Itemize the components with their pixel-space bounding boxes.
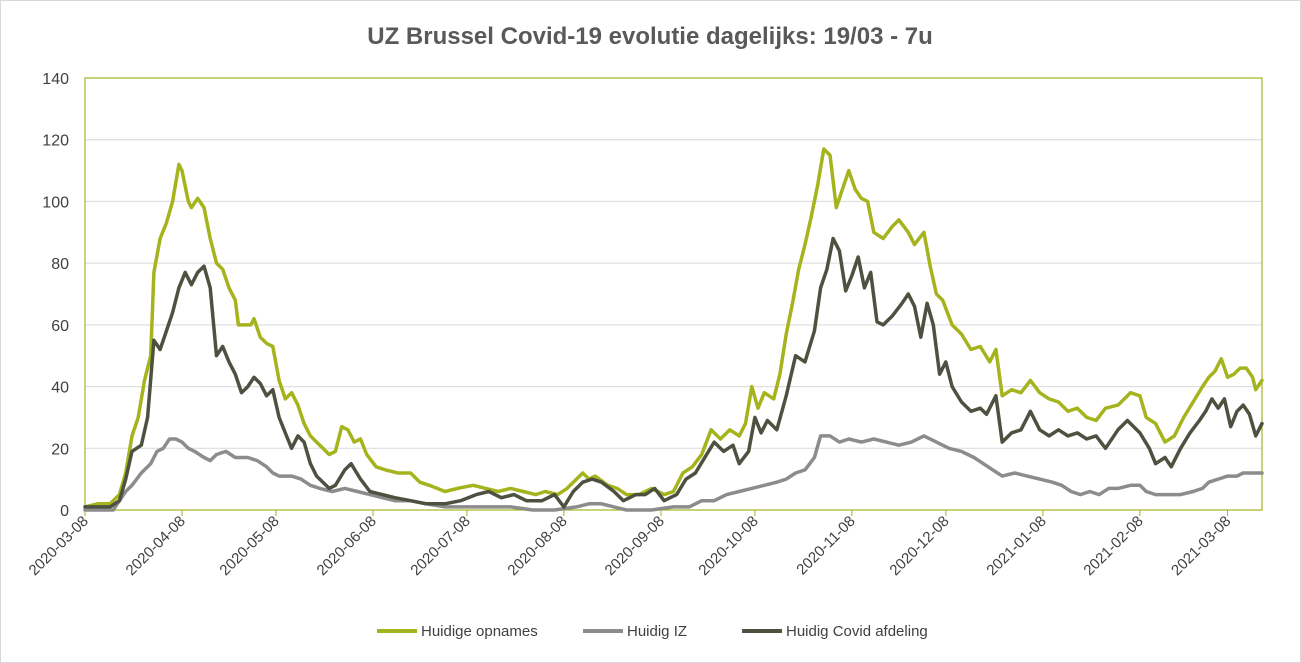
- legend-label-0: Huidige opnames: [421, 623, 538, 640]
- plot-area-border: [84, 77, 1263, 511]
- legend-label-1: Huidig IZ: [627, 623, 687, 640]
- y-tick-label: 80: [51, 256, 69, 273]
- legend-label-2: Huidig Covid afdeling: [786, 623, 928, 640]
- series-line-0: [83, 147, 1264, 509]
- y-tick-label: 140: [42, 71, 69, 88]
- chart-title: UZ Brussel Covid-19 evolutie dagelijks: …: [367, 23, 933, 50]
- series-lines: [83, 147, 1264, 512]
- series-line-1: [83, 434, 1264, 512]
- y-tick-label: 20: [51, 441, 69, 458]
- y-tick-label: 60: [51, 318, 69, 335]
- y-tick-label: 40: [51, 380, 69, 397]
- y-tick-label: 100: [42, 194, 69, 211]
- legend: Huidige opnames Huidig IZ Huidig Covid afd…: [377, 623, 928, 640]
- y-tick-label: 0: [60, 503, 69, 520]
- y-tick-label: 120: [42, 133, 69, 150]
- series-line-2: [83, 236, 1264, 509]
